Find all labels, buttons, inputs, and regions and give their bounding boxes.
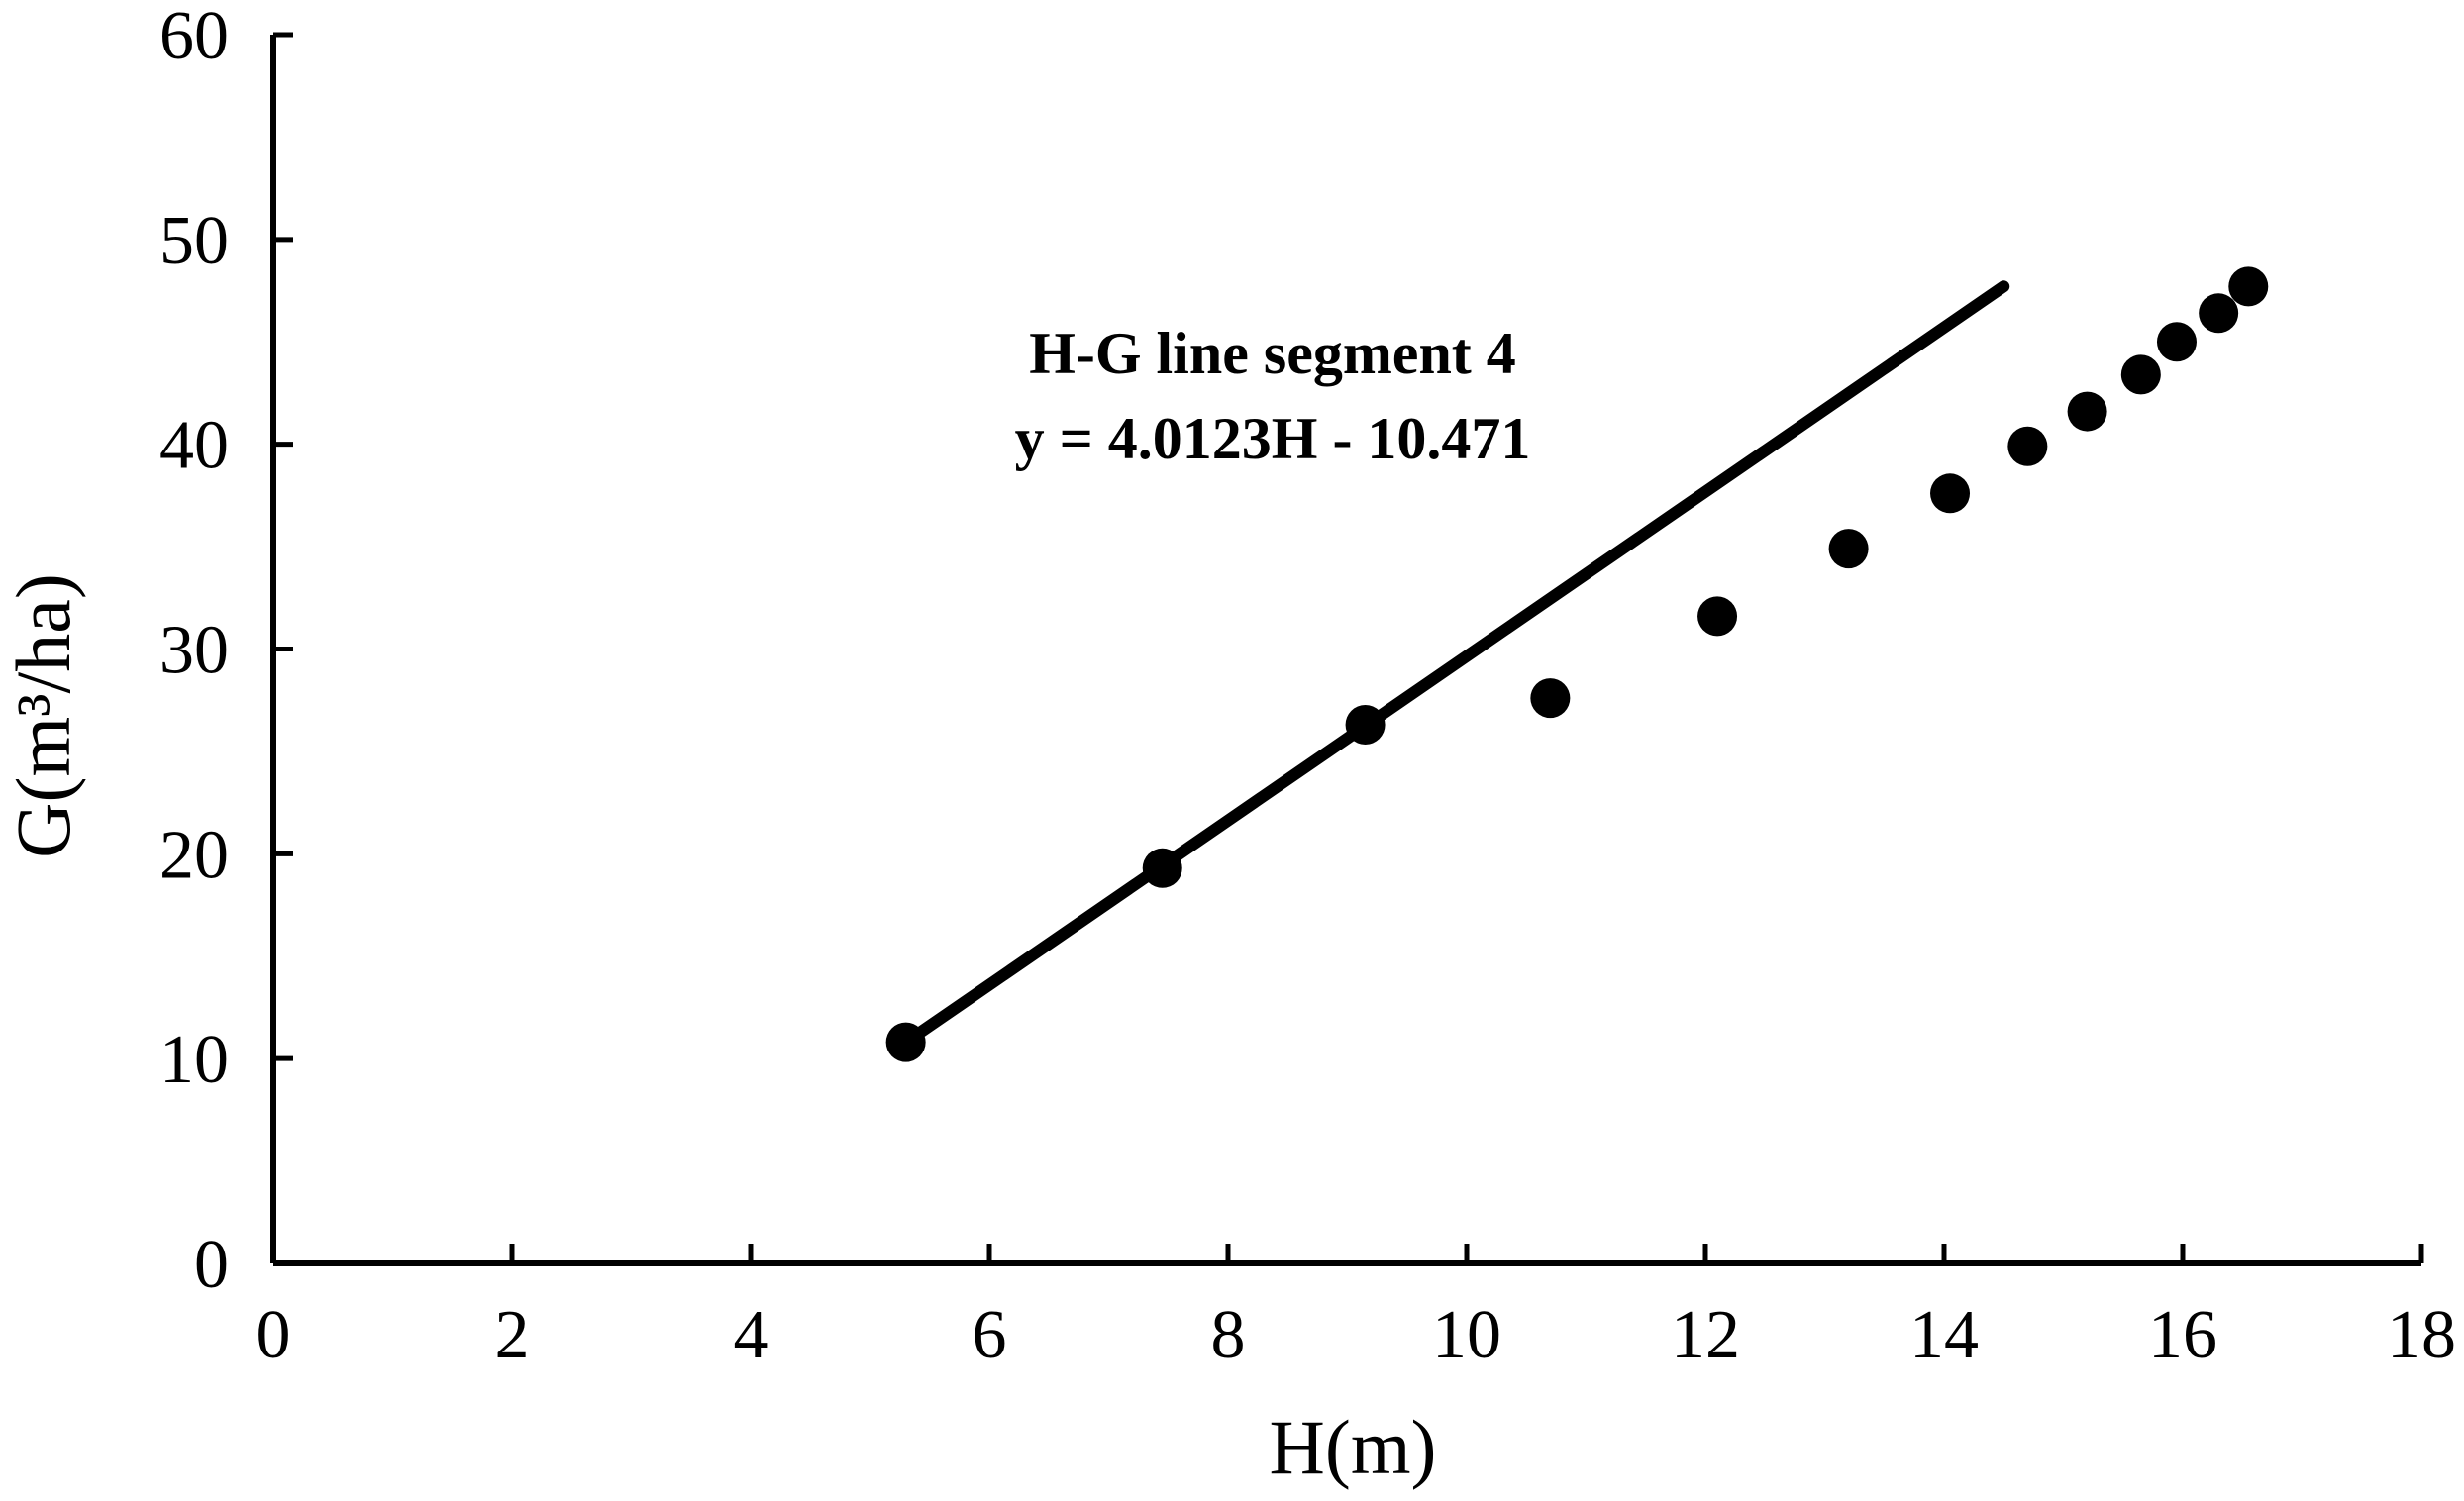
data-point-11 xyxy=(2156,322,2197,362)
y-ticks: 0 10 20 30 40 50 60 xyxy=(159,0,293,1303)
y-tick-label-60: 60 xyxy=(159,0,229,74)
x-tick-label-10: 10 xyxy=(1432,1297,1501,1373)
annotation-line-2: y = 4.0123H - 10.471 xyxy=(1015,406,1531,471)
x-tick-label-4: 4 xyxy=(734,1297,769,1373)
x-tick-label-6: 6 xyxy=(973,1297,1007,1373)
y-tick-label-20: 20 xyxy=(159,817,229,893)
fit-line-group xyxy=(899,280,2010,1049)
x-tick-label-18: 18 xyxy=(2387,1297,2456,1373)
x-tick-label-8: 8 xyxy=(1211,1297,1246,1373)
x-tick-label-14: 14 xyxy=(1909,1297,1979,1373)
y-tick-label-30: 30 xyxy=(159,613,229,689)
data-point-13 xyxy=(2228,266,2269,307)
x-tick-label-0: 0 xyxy=(257,1297,291,1373)
data-point-5 xyxy=(1697,596,1738,637)
x-axis-title: H(m) xyxy=(1270,1404,1437,1490)
annotation-line-1: H-G line segment 4 xyxy=(1029,321,1516,386)
data-point-8 xyxy=(2007,426,2048,466)
data-point-4 xyxy=(1530,678,1571,719)
data-point-9 xyxy=(2067,391,2107,432)
y-tick-label-50: 50 xyxy=(159,203,229,279)
data-point-10 xyxy=(2120,354,2161,395)
data-point-7 xyxy=(1930,473,1971,514)
data-point-12 xyxy=(2199,293,2239,334)
axes xyxy=(270,35,2421,1266)
data-point-1 xyxy=(885,1022,926,1062)
y-tick-label-0: 0 xyxy=(194,1227,229,1303)
data-point-6 xyxy=(1828,529,1869,569)
y-axis-title: G(m³/ha) xyxy=(0,573,86,858)
x-tick-label-16: 16 xyxy=(2148,1297,2217,1373)
fit-line xyxy=(899,280,2010,1049)
x-ticks: 0 2 4 6 8 10 12 14 16 18 xyxy=(257,1244,2456,1373)
y-tick-label-40: 40 xyxy=(159,408,229,484)
x-tick-label-2: 2 xyxy=(495,1297,530,1373)
y-tick-label-10: 10 xyxy=(159,1022,229,1098)
data-point-3 xyxy=(1345,705,1386,746)
points xyxy=(885,266,2269,1062)
x-tick-label-12: 12 xyxy=(1671,1297,1740,1373)
data-point-2 xyxy=(1142,848,1182,888)
